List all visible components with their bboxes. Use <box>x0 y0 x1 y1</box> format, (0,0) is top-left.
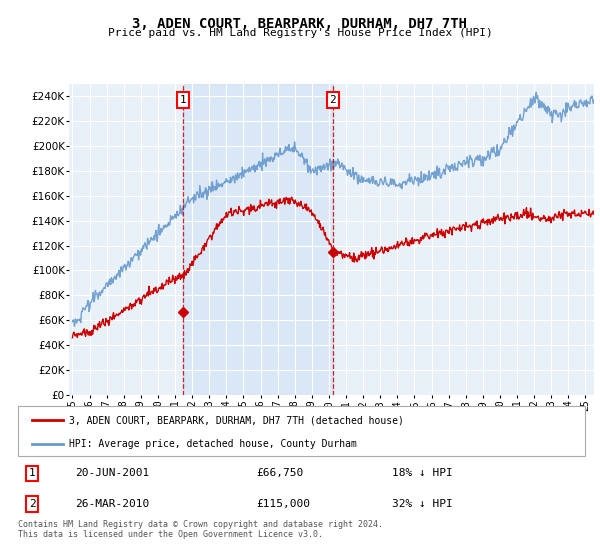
Bar <box>183 84 333 395</box>
Text: 20-JUN-2001: 20-JUN-2001 <box>75 468 149 478</box>
Text: HPI: Average price, detached house, County Durham: HPI: Average price, detached house, Coun… <box>69 439 357 449</box>
Text: 1: 1 <box>179 95 187 105</box>
Text: 32% ↓ HPI: 32% ↓ HPI <box>392 499 453 509</box>
Text: Price paid vs. HM Land Registry's House Price Index (HPI): Price paid vs. HM Land Registry's House … <box>107 28 493 38</box>
Text: 18% ↓ HPI: 18% ↓ HPI <box>392 468 453 478</box>
Text: £115,000: £115,000 <box>256 499 310 509</box>
Text: 1: 1 <box>29 468 35 478</box>
Text: 2: 2 <box>329 95 336 105</box>
Text: 2: 2 <box>29 499 35 509</box>
Text: 3, ADEN COURT, BEARPARK, DURHAM, DH7 7TH (detached house): 3, ADEN COURT, BEARPARK, DURHAM, DH7 7TH… <box>69 415 404 425</box>
Text: £66,750: £66,750 <box>256 468 304 478</box>
Text: Contains HM Land Registry data © Crown copyright and database right 2024.
This d: Contains HM Land Registry data © Crown c… <box>18 520 383 539</box>
Text: 3, ADEN COURT, BEARPARK, DURHAM, DH7 7TH: 3, ADEN COURT, BEARPARK, DURHAM, DH7 7TH <box>133 17 467 31</box>
FancyBboxPatch shape <box>18 406 585 456</box>
Text: 26-MAR-2010: 26-MAR-2010 <box>75 499 149 509</box>
